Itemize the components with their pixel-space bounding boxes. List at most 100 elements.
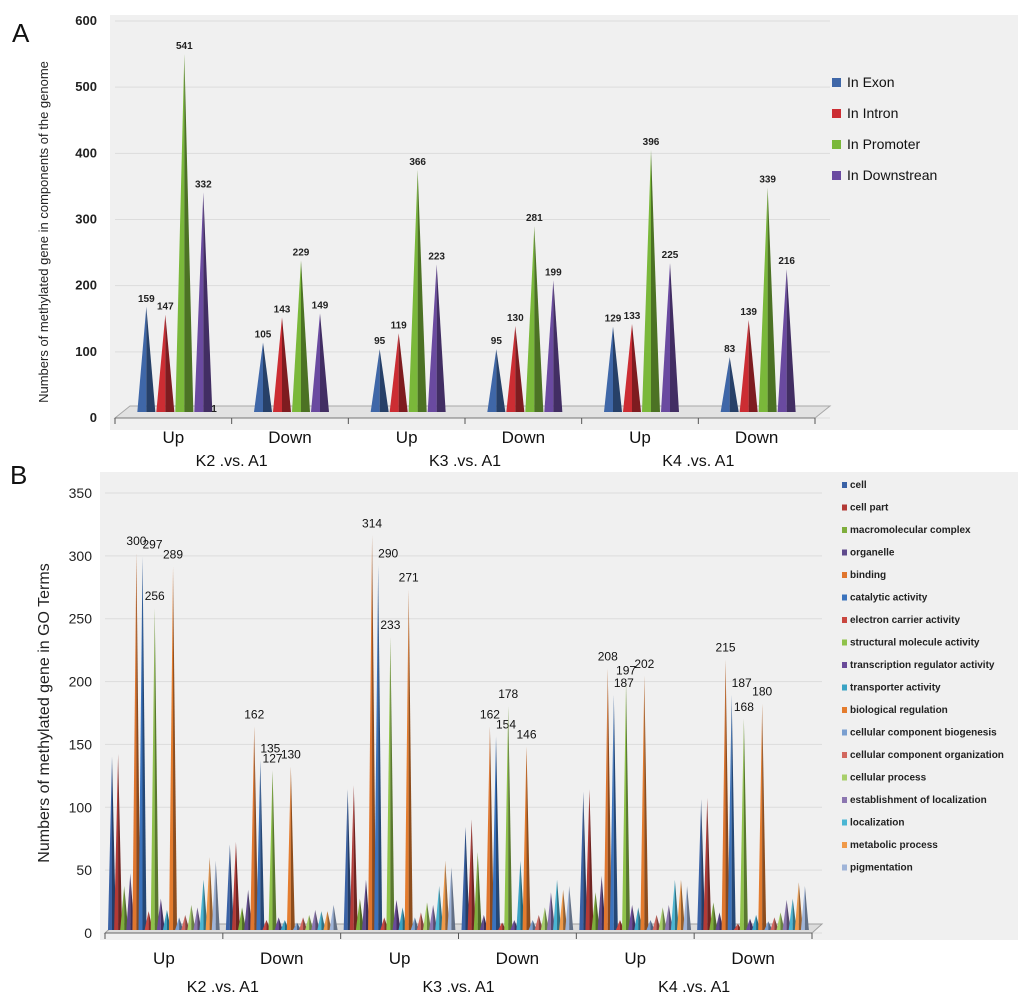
cone-0-10 bbox=[169, 566, 178, 930]
cone-4-8 bbox=[628, 904, 637, 930]
data-label: 366 bbox=[409, 157, 426, 168]
category-label: Down bbox=[268, 428, 311, 447]
data-label: 133 bbox=[624, 311, 641, 322]
data-label: 225 bbox=[662, 250, 679, 261]
cone-3-2 bbox=[473, 852, 482, 930]
legend-item: transcription regulator activity bbox=[842, 660, 995, 671]
cone-0-7 bbox=[150, 608, 159, 930]
legend-label: cellular component organization bbox=[850, 750, 1004, 761]
cone-2-2 bbox=[408, 169, 427, 412]
legend-label: transporter activity bbox=[850, 683, 941, 694]
cone-3-6 bbox=[498, 922, 507, 930]
cone-3-2 bbox=[525, 226, 544, 412]
y-tick-label: 150 bbox=[69, 736, 93, 752]
cone-2-17 bbox=[447, 867, 456, 930]
cone-5-2 bbox=[709, 902, 718, 930]
cone-1-1 bbox=[231, 842, 240, 930]
cone-2-3 bbox=[427, 264, 446, 412]
data-label: 154 bbox=[496, 717, 516, 731]
cone-3-0 bbox=[461, 826, 470, 930]
cone-2-0 bbox=[343, 789, 352, 930]
category-label: Down bbox=[260, 949, 303, 968]
cone-5-14 bbox=[782, 899, 791, 930]
data-label: 162 bbox=[480, 707, 500, 721]
legend-item: In Intron bbox=[832, 105, 898, 121]
legend-item: metabolic process bbox=[842, 840, 938, 851]
category-label: Up bbox=[396, 428, 418, 447]
data-label: 95 bbox=[491, 336, 503, 347]
cone-4-7 bbox=[622, 682, 631, 930]
data-label: 202 bbox=[634, 657, 654, 671]
data-label: 143 bbox=[274, 304, 291, 315]
cone-4-0 bbox=[579, 791, 588, 930]
panel-b-marks: 3002972562891621351271303142902332711621… bbox=[108, 516, 809, 930]
cone-2-2 bbox=[355, 898, 364, 930]
cone-5-7 bbox=[739, 718, 748, 930]
cone-3-4 bbox=[485, 726, 494, 930]
cone-3-10 bbox=[522, 746, 531, 930]
data-label: 129 bbox=[605, 314, 622, 325]
cone-0-5 bbox=[138, 556, 147, 930]
cone-2-16 bbox=[441, 860, 450, 930]
cone-4-2 bbox=[591, 892, 600, 930]
data-label: 83 bbox=[724, 344, 736, 355]
y-tick-label: 500 bbox=[75, 79, 97, 94]
cone-5-1 bbox=[703, 798, 712, 930]
cone-5-15 bbox=[788, 898, 797, 930]
legend-item: localization bbox=[842, 818, 904, 829]
legend-label: binding bbox=[850, 570, 886, 581]
legend-label: electron carrier activity bbox=[850, 615, 960, 626]
data-label: 130 bbox=[281, 748, 301, 762]
cone-4-1 bbox=[585, 789, 594, 930]
panel-a-letter: A bbox=[12, 18, 30, 48]
group-label: K2 .vs. A1 bbox=[196, 453, 268, 470]
legend-label: biological regulation bbox=[850, 705, 948, 716]
data-label: 162 bbox=[244, 707, 264, 721]
panel-a-y-ticks: 0 100 200 300 400 500 600 bbox=[75, 13, 97, 425]
data-label: 208 bbox=[598, 650, 618, 664]
data-label: 159 bbox=[138, 294, 155, 305]
legend-label: pigmentation bbox=[850, 863, 913, 874]
data-label: 168 bbox=[734, 700, 754, 714]
data-label: 233 bbox=[380, 618, 400, 632]
legend-item: electron carrier activity bbox=[842, 615, 960, 626]
cone-1-2 bbox=[292, 260, 310, 412]
cone-4-1 bbox=[623, 323, 641, 412]
category-label: Up bbox=[153, 949, 175, 968]
cone-3-1 bbox=[467, 819, 476, 930]
cone-3-15 bbox=[553, 879, 562, 930]
cone-1-15 bbox=[317, 911, 326, 930]
cone-4-15 bbox=[670, 879, 679, 930]
legend-label: cell part bbox=[850, 503, 889, 514]
legend-item: cell bbox=[842, 480, 867, 491]
y-tick-label: 350 bbox=[69, 485, 93, 501]
data-label: 149 bbox=[312, 300, 329, 311]
cone-1-10 bbox=[286, 766, 295, 930]
cone-1-0 bbox=[225, 844, 234, 930]
legend-item: pigmentation bbox=[842, 863, 913, 874]
data-label: 95 bbox=[374, 336, 386, 347]
cone-1-5 bbox=[256, 760, 265, 930]
panel-b-legend: cell cell part macromolecular complex organ… bbox=[842, 480, 1004, 874]
category-label: Up bbox=[624, 949, 646, 968]
legend-label: cellular process bbox=[850, 773, 927, 784]
cone-4-0 bbox=[604, 326, 622, 412]
legend-label: In Intron bbox=[847, 105, 898, 121]
data-label: 147 bbox=[157, 302, 174, 313]
legend-label: metabolic process bbox=[850, 840, 938, 851]
group-label: K4 .vs. A1 bbox=[658, 979, 730, 996]
y-tick-label: 50 bbox=[76, 862, 92, 878]
legend-label: cellular component biogenesis bbox=[850, 728, 997, 739]
data-label: 139 bbox=[740, 307, 757, 318]
data-label: 135 bbox=[260, 741, 280, 755]
category-label: Down bbox=[496, 949, 539, 968]
data-label: 281 bbox=[526, 213, 543, 224]
cone-4-3 bbox=[661, 263, 679, 412]
legend-label: cell bbox=[850, 480, 867, 491]
legend-item: transporter activity bbox=[842, 683, 941, 694]
cone-5-0 bbox=[720, 357, 739, 412]
legend-item: binding bbox=[842, 570, 886, 581]
legend-item: biological regulation bbox=[842, 705, 948, 716]
legend-item: In Downstrean bbox=[832, 167, 937, 183]
cone-0-14 bbox=[193, 907, 202, 930]
